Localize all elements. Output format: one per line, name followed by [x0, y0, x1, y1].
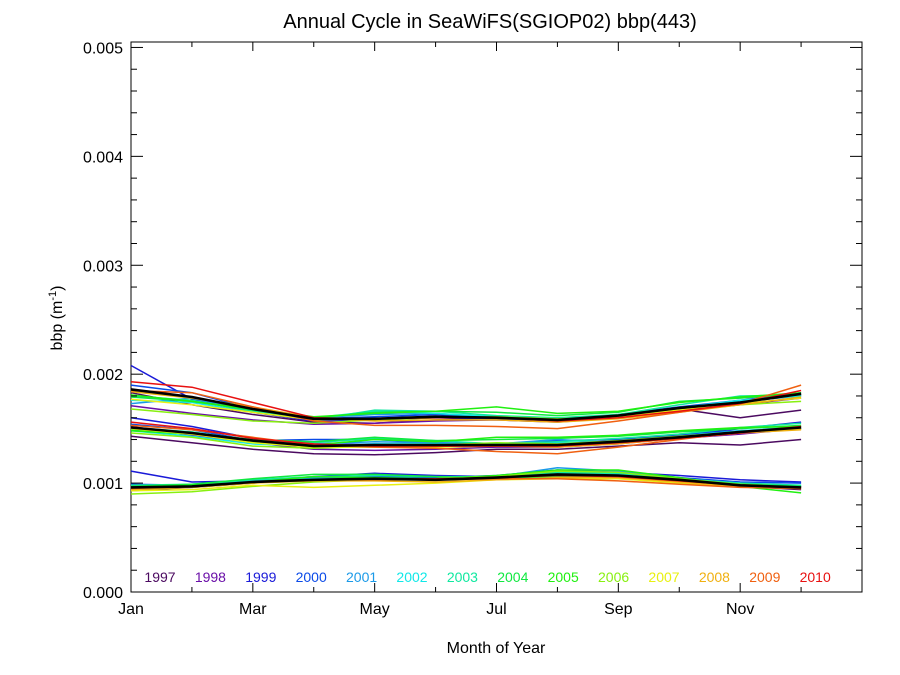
plot-frame [130, 41, 863, 593]
mean-series-line [130, 473, 802, 489]
series-line-2009 [130, 384, 802, 430]
legend-item-2009: 2009 [749, 569, 780, 585]
y-tick-label: 0.001 [83, 476, 123, 493]
legend-item-1998: 1998 [195, 569, 226, 585]
x-tick-label: Sep [604, 601, 633, 618]
x-tick-label: May [360, 601, 390, 618]
legend-item-2010: 2010 [800, 569, 831, 585]
legend-item-2007: 2007 [648, 569, 679, 585]
x-tick-label: Jul [486, 601, 506, 618]
y-tick-label: 0.004 [83, 149, 123, 166]
legend-item-2006: 2006 [598, 569, 629, 585]
legend-item-2001: 2001 [346, 569, 377, 585]
legend-item-2008: 2008 [699, 569, 730, 585]
legend-item-2003: 2003 [447, 569, 478, 585]
legend-item-2004: 2004 [497, 569, 528, 585]
legend-item-2005: 2005 [548, 569, 579, 585]
y-axis-label-sup: -1 [47, 291, 59, 301]
chart-title: Annual Cycle in SeaWiFS(SGIOP02) bbp(443… [283, 11, 697, 33]
series-layer [130, 364, 802, 495]
y-axis-label-close: ) [49, 286, 66, 291]
axes-layer: Jan Mar May Jul Sep Nov 0.000 0.001 0.002 0.003 0.… [83, 40, 863, 618]
legend-item-1997: 1997 [144, 569, 175, 585]
legend-item-2000: 2000 [296, 569, 327, 585]
y-tick-label: 0.005 [83, 40, 123, 57]
x-tick-label: Nov [726, 601, 754, 618]
legend-item-2002: 2002 [396, 569, 427, 585]
y-axis-label-main: bbp (m [49, 301, 66, 351]
mean-series-line [130, 388, 802, 422]
y-tick-label: 0.002 [83, 367, 123, 384]
series-line-1997 [130, 435, 802, 456]
mean-series-line [130, 426, 802, 448]
legend: 1997 1998 1999 2000 2001 2002 2003 2004 2005 2006… [144, 569, 831, 585]
y-tick-label: 0.003 [83, 258, 123, 275]
plot-area [130, 41, 863, 593]
x-tick-label: Mar [239, 601, 267, 618]
legend-item-1999: 1999 [245, 569, 276, 585]
x-tick-label: Jan [118, 601, 144, 618]
x-axis-label: Month of Year [447, 640, 546, 657]
y-tick-label: 0.000 [83, 585, 123, 602]
y-axis-label: bbp (m-1) [47, 286, 66, 351]
